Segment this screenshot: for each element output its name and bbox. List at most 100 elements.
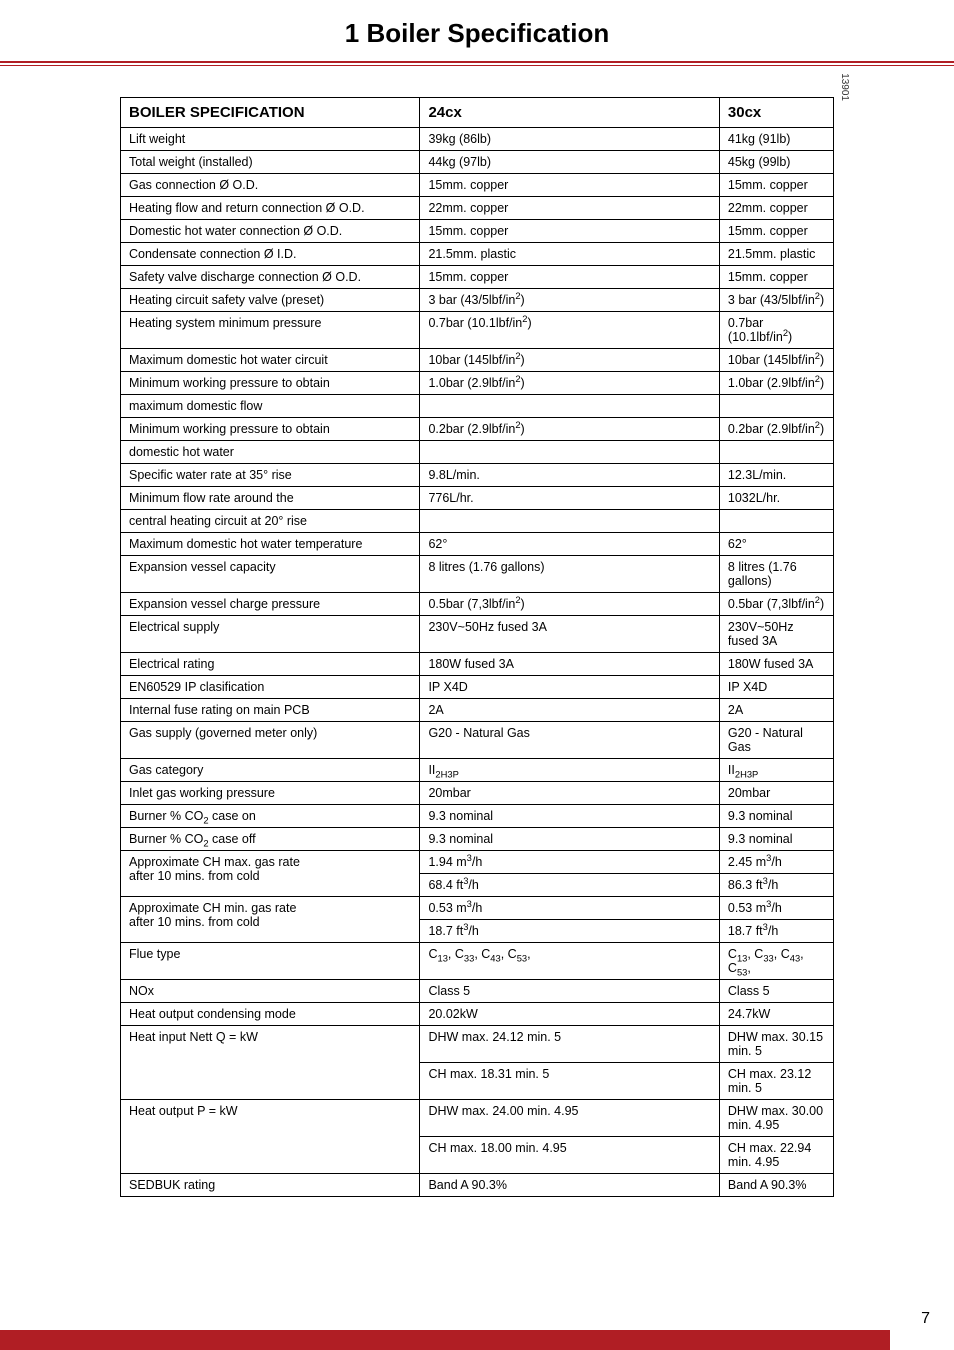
table-row: Approximate CH min. gas rateafter 10 min…: [121, 897, 834, 920]
spec-value-24cx: DHW max. 24.00 min. 4.95: [420, 1100, 719, 1137]
spec-value-24cx: CH max. 18.31 min. 5: [420, 1063, 719, 1100]
spec-value-30cx: II2H3P: [719, 759, 833, 782]
table-row: Lift weight39kg (86lb)41kg (91lb): [121, 128, 834, 151]
spec-label: Minimum flow rate around the: [121, 487, 420, 510]
spec-value-24cx: 39kg (86lb): [420, 128, 719, 151]
spec-value-30cx: 9.3 nominal: [719, 805, 833, 828]
spec-value-24cx: 20.02kW: [420, 1003, 719, 1026]
spec-value-30cx: 45kg (99lb): [719, 151, 833, 174]
spec-label: Flue type: [121, 943, 420, 980]
spec-value-30cx: 8 litres (1.76 gallons): [719, 556, 833, 593]
table-row: Heat output P = kWDHW max. 24.00 min. 4.…: [121, 1100, 834, 1137]
spec-label: Approximate CH min. gas rateafter 10 min…: [121, 897, 420, 943]
spec-value-30cx: 0.2bar (2.9lbf/in2): [719, 418, 833, 441]
spec-label: Approximate CH max. gas rateafter 10 min…: [121, 851, 420, 897]
spec-label: Expansion vessel capacity: [121, 556, 420, 593]
table-row: Gas supply (governed meter only)G20 - Na…: [121, 722, 834, 759]
spec-value-30cx: 15mm. copper: [719, 220, 833, 243]
spec-value-24cx: 180W fused 3A: [420, 653, 719, 676]
table-row: Internal fuse rating on main PCB2A2A: [121, 699, 834, 722]
spec-value-24cx: IP X4D: [420, 676, 719, 699]
side-code: 13901: [839, 73, 850, 101]
spec-label: Maximum domestic hot water circuit: [121, 349, 420, 372]
table-row: Approximate CH max. gas rateafter 10 min…: [121, 851, 834, 874]
spec-label: EN60529 IP clasification: [121, 676, 420, 699]
spec-value-30cx: 21.5mm. plastic: [719, 243, 833, 266]
spec-label: central heating circuit at 20° rise: [121, 510, 420, 533]
spec-label: Burner % CO2 case off: [121, 828, 420, 851]
spec-value-30cx: 12.3L/min.: [719, 464, 833, 487]
spec-value-24cx: 22mm. copper: [420, 197, 719, 220]
spec-value-24cx: 0.53 m3/h: [420, 897, 719, 920]
spec-value-30cx: IP X4D: [719, 676, 833, 699]
spec-label: Heating flow and return connection Ø O.D…: [121, 197, 420, 220]
spec-value-24cx: 0.7bar (10.1lbf/in2): [420, 312, 719, 349]
spec-value-30cx: C13, C33, C43, C53,: [719, 943, 833, 980]
spec-value-30cx: Band A 90.3%: [719, 1174, 833, 1197]
spec-label: Heating circuit safety valve (preset): [121, 289, 420, 312]
spec-value-24cx: 21.5mm. plastic: [420, 243, 719, 266]
spec-value-24cx: 15mm. copper: [420, 174, 719, 197]
spec-value-24cx: 62°: [420, 533, 719, 556]
spec-label: Heat output P = kW: [121, 1100, 420, 1174]
spec-value-24cx: 68.4 ft3/h: [420, 874, 719, 897]
page-title: 1 Boiler Specification: [0, 18, 954, 49]
table-row: Burner % CO2 case off9.3 nominal9.3 nomi…: [121, 828, 834, 851]
table-row: Minimum working pressure to obtain0.2bar…: [121, 418, 834, 441]
content-area: 13901 BOILER SPECIFICATION 24cx 30cx Lif…: [0, 67, 954, 1237]
page-header: 1 Boiler Specification: [0, 0, 954, 57]
spec-value-30cx: CH max. 22.94 min. 4.95: [719, 1137, 833, 1174]
table-row: Gas connection Ø O.D.15mm. copper15mm. c…: [121, 174, 834, 197]
table-row: Heating system minimum pressure0.7bar (1…: [121, 312, 834, 349]
table-row: Electrical rating180W fused 3A180W fused…: [121, 653, 834, 676]
table-row: Burner % CO2 case on9.3 nominal9.3 nomin…: [121, 805, 834, 828]
spec-value-24cx: CH max. 18.00 min. 4.95: [420, 1137, 719, 1174]
spec-value-30cx: DHW max. 30.00 min. 4.95: [719, 1100, 833, 1137]
spec-value-30cx: 2A: [719, 699, 833, 722]
spec-value-30cx: 15mm. copper: [719, 266, 833, 289]
spec-value-30cx: G20 - Natural Gas: [719, 722, 833, 759]
table-row: Safety valve discharge connection Ø O.D.…: [121, 266, 834, 289]
table-header-24cx: 24cx: [420, 98, 719, 128]
page-number: 7: [921, 1310, 930, 1328]
spec-value-24cx: 230V~50Hz fused 3A: [420, 616, 719, 653]
table-row: Heating flow and return connection Ø O.D…: [121, 197, 834, 220]
spec-value-24cx: 20mbar: [420, 782, 719, 805]
spec-label: SEDBUK rating: [121, 1174, 420, 1197]
table-row: Maximum domestic hot water circuit 10bar …: [121, 349, 834, 372]
spec-value-24cx: 776L/hr.: [420, 487, 719, 510]
spec-label: Internal fuse rating on main PCB: [121, 699, 420, 722]
spec-value-24cx: 0.2bar (2.9lbf/in2): [420, 418, 719, 441]
table-row: SEDBUK ratingBand A 90.3%Band A 90.3%: [121, 1174, 834, 1197]
spec-label: Electrical rating: [121, 653, 420, 676]
spec-value-30cx: 41kg (91lb): [719, 128, 833, 151]
spec-label: Specific water rate at 35° rise: [121, 464, 420, 487]
spec-value-30cx: 86.3 ft3/h: [719, 874, 833, 897]
spec-label: Lift weight: [121, 128, 420, 151]
table-row: Electrical supply230V~50Hz fused 3A230V~…: [121, 616, 834, 653]
table-header-spec: BOILER SPECIFICATION: [121, 98, 420, 128]
table-row: maximum domestic flow: [121, 395, 834, 418]
spec-value-24cx: Band A 90.3%: [420, 1174, 719, 1197]
spec-value-24cx: 15mm. copper: [420, 220, 719, 243]
spec-label: Heating system minimum pressure: [121, 312, 420, 349]
table-row: Heating circuit safety valve (preset)3 b…: [121, 289, 834, 312]
table-row: Gas categoryII2H3PII2H3P: [121, 759, 834, 782]
spec-value-24cx: 9.8L/min.: [420, 464, 719, 487]
boiler-specification-table: BOILER SPECIFICATION 24cx 30cx Lift weig…: [120, 97, 834, 1197]
spec-value-30cx: DHW max. 30.15 min. 5: [719, 1026, 833, 1063]
table-row: Flue typeC13, C33, C43, C53,C13, C33, C4…: [121, 943, 834, 980]
spec-value-30cx: 1.0bar (2.9lbf/in2): [719, 372, 833, 395]
spec-label: Expansion vessel charge pressure: [121, 593, 420, 616]
table-row: Total weight (installed)44kg (97lb)45kg …: [121, 151, 834, 174]
spec-value-30cx: 10bar (145lbf/in2): [719, 349, 833, 372]
spec-label: Gas connection Ø O.D.: [121, 174, 420, 197]
spec-label: NOx: [121, 980, 420, 1003]
spec-label: Electrical supply: [121, 616, 420, 653]
footer-rule: [0, 1330, 890, 1350]
table-row: Maximum domestic hot water temperature62…: [121, 533, 834, 556]
spec-value-30cx: CH max. 23.12 min. 5: [719, 1063, 833, 1100]
spec-label: Gas category: [121, 759, 420, 782]
spec-value-24cx: 1.94 m3/h: [420, 851, 719, 874]
spec-value-24cx: 0.5bar (7,3lbf/in2): [420, 593, 719, 616]
